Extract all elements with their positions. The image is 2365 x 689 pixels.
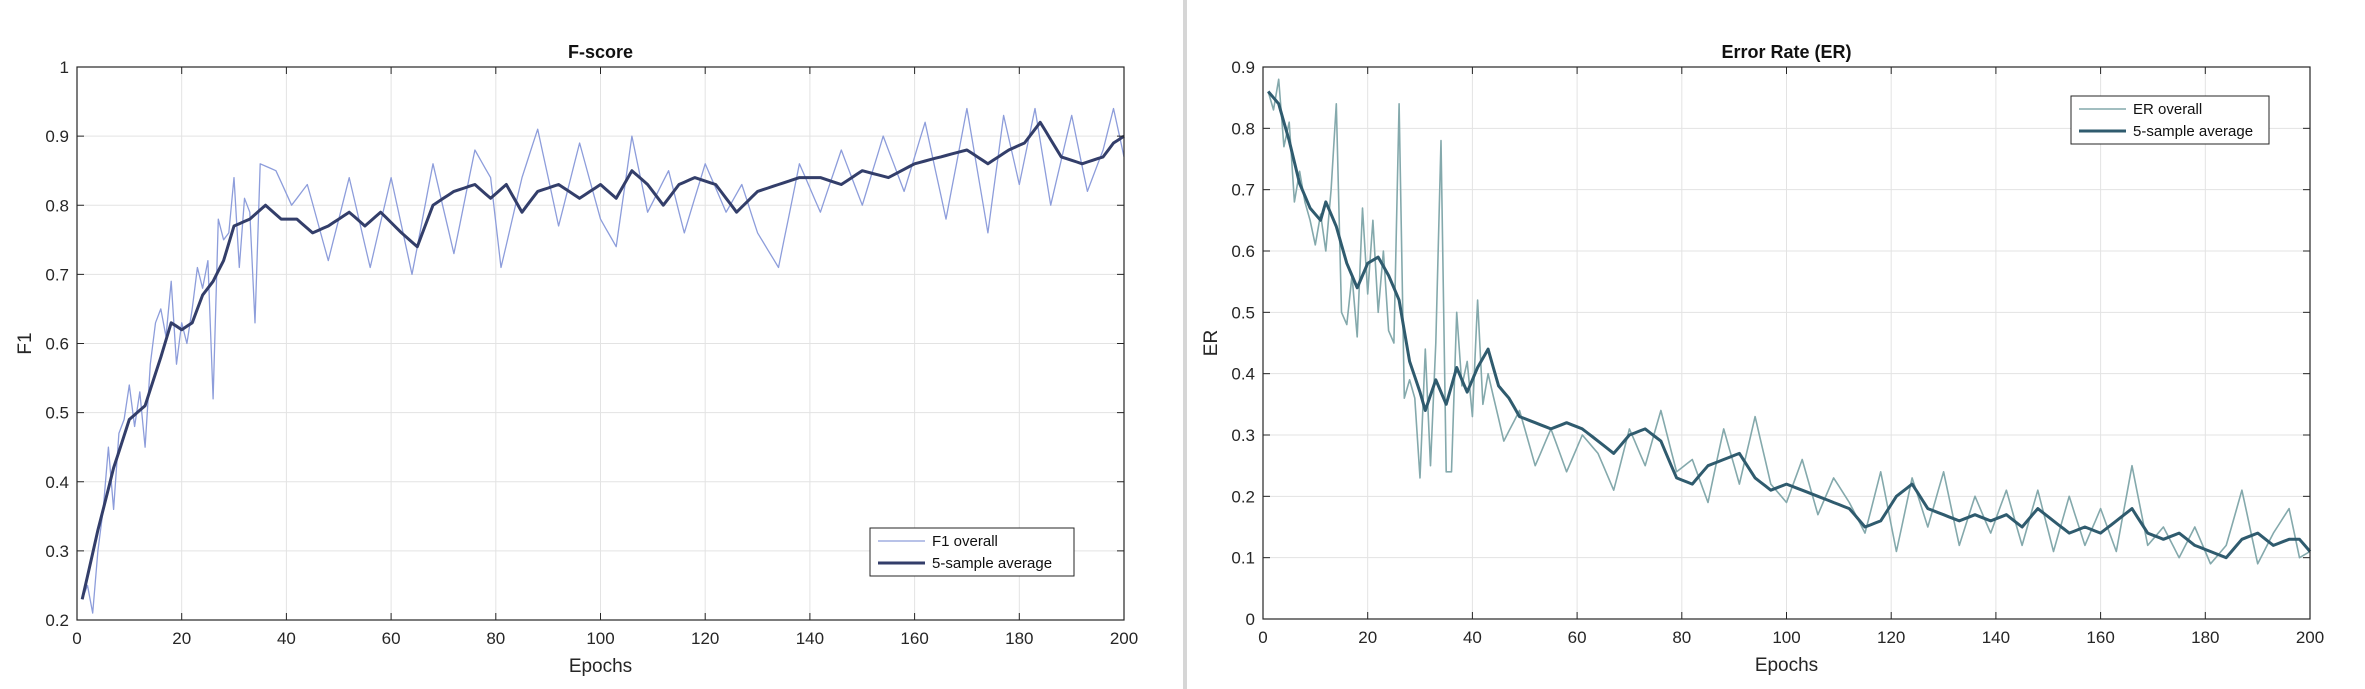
x-tick-label: 0 xyxy=(1258,628,1267,647)
x-tick-label: 80 xyxy=(1672,628,1691,647)
y-tick-label: 0.7 xyxy=(45,265,69,284)
er-series-overall-line xyxy=(1267,78,2311,565)
er-x-axis-label: Epochs xyxy=(1755,655,1818,676)
fscore-x-axis-label: Epochs xyxy=(569,656,632,677)
x-tick-label: 100 xyxy=(1772,628,1800,647)
x-tick-label: 120 xyxy=(691,629,719,648)
y-tick-label: 0.8 xyxy=(45,196,69,215)
y-tick-label: 0.8 xyxy=(1231,119,1255,138)
fscore-series-overall-line xyxy=(81,107,1125,614)
x-tick-label: 180 xyxy=(2191,628,2219,647)
er-legend-box xyxy=(2070,95,2270,145)
y-tick-label: 0.3 xyxy=(1231,426,1255,445)
x-tick-label: 160 xyxy=(2086,628,2114,647)
x-tick-label: 200 xyxy=(1110,629,1138,648)
x-tick-label: 200 xyxy=(2296,628,2324,647)
y-tick-label: 0.6 xyxy=(1231,242,1255,261)
x-tick-label: 100 xyxy=(586,629,614,648)
x-tick-label: 60 xyxy=(382,629,401,648)
er-series-average-line xyxy=(1267,90,2312,560)
y-tick-label: 1 xyxy=(60,58,69,77)
y-tick-label: 0 xyxy=(1246,610,1255,629)
er-legend-label: 5-sample average xyxy=(2133,123,2253,140)
y-tick-label: 0.4 xyxy=(1231,365,1255,384)
y-tick-label: 0.9 xyxy=(45,127,69,146)
y-tick-label: 0.1 xyxy=(1231,549,1255,568)
x-tick-label: 80 xyxy=(486,629,505,648)
y-tick-label: 0.6 xyxy=(45,335,69,354)
x-tick-label: 0 xyxy=(72,629,81,648)
x-tick-label: 180 xyxy=(1005,629,1033,648)
x-tick-label: 20 xyxy=(1358,628,1377,647)
x-tick-label: 140 xyxy=(1982,628,2010,647)
x-tick-label: 60 xyxy=(1568,628,1587,647)
x-tick-label: 40 xyxy=(1463,628,1482,647)
x-tick-label: 20 xyxy=(172,629,191,648)
fscore-legend-box xyxy=(869,527,1075,577)
er-legend-label: ER overall xyxy=(2133,101,2202,118)
fscore-series-average-line xyxy=(80,120,1125,600)
fscore-legend-label: 5-sample average xyxy=(932,555,1052,572)
panel-divider xyxy=(1183,0,1187,689)
y-tick-label: 0.5 xyxy=(45,404,69,423)
y-tick-label: 0.5 xyxy=(1231,303,1255,322)
fscore-legend-label: F1 overall xyxy=(932,533,998,550)
er-chart-title: Error Rate (ER) xyxy=(1721,42,1851,62)
x-tick-label: 160 xyxy=(900,629,928,648)
y-tick-label: 0.4 xyxy=(45,473,69,492)
y-tick-label: 0.3 xyxy=(45,542,69,561)
fscore-y-axis-label: F1 xyxy=(15,332,36,354)
x-tick-label: 120 xyxy=(1877,628,1905,647)
error-rate-chart: 0 20 40 60 80 100 120 140 160 180 200 0 0.1 0.2 0.3 0.4… xyxy=(1201,42,2324,676)
y-tick-label: 0.2 xyxy=(45,611,69,630)
fscore-chart-title: F-score xyxy=(568,42,633,62)
x-tick-label: 140 xyxy=(796,629,824,648)
y-tick-label: 0.7 xyxy=(1231,181,1255,200)
x-tick-label: 40 xyxy=(277,629,296,648)
y-tick-label: 0.2 xyxy=(1231,487,1255,506)
y-tick-label: 0.9 xyxy=(1231,58,1255,77)
er-y-axis-label: ER xyxy=(1201,330,1222,356)
fscore-chart: 0 20 40 60 80 100 120 140 160 180 200 0.2 0.3 0.4 0.5 0… xyxy=(15,42,1138,677)
